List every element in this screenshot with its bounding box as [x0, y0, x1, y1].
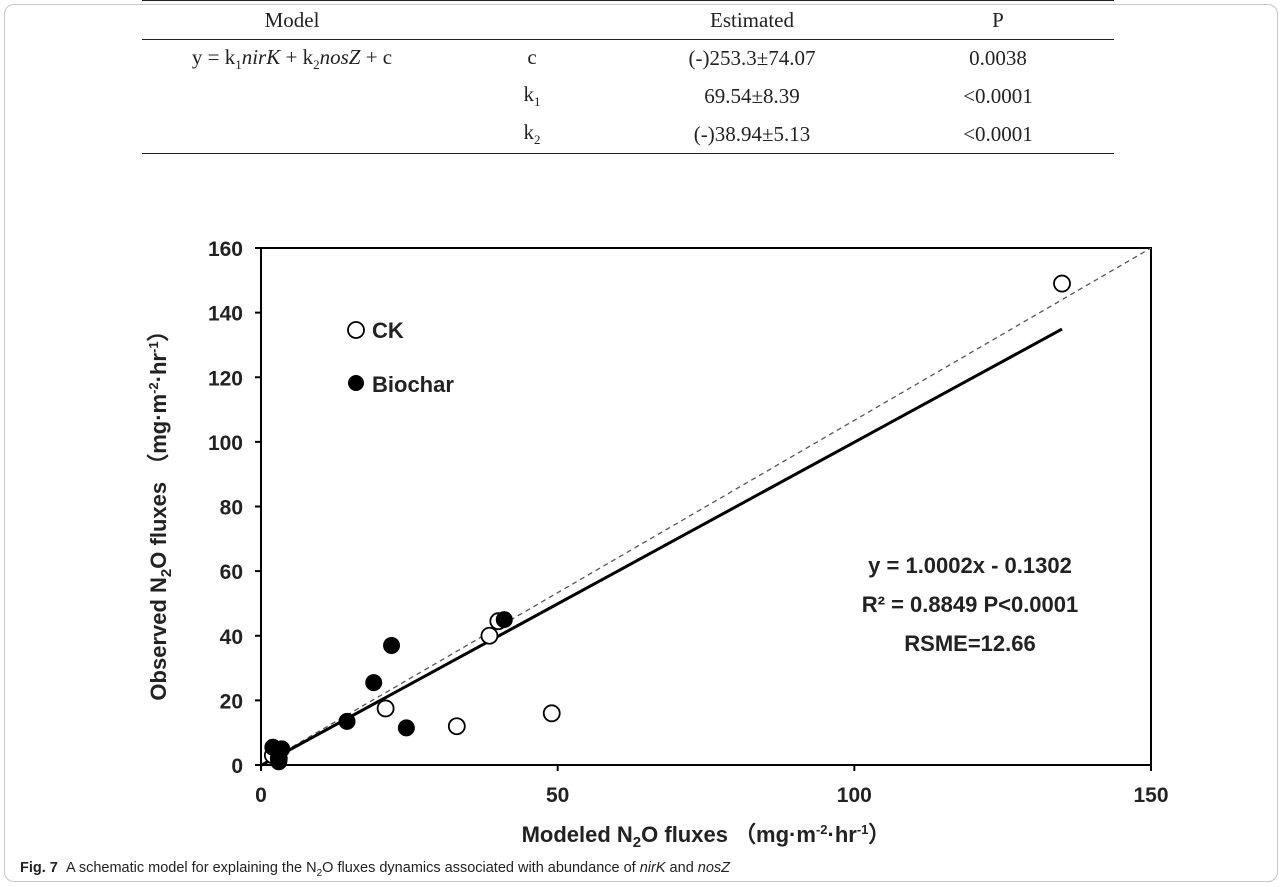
r-squared-label: R² = 0.8849 P<0.0001 — [862, 592, 1079, 617]
param-cell: k2 — [523, 120, 541, 148]
p-value-cell: <0.0001 — [963, 84, 1033, 108]
y-tick-label: 160 — [208, 238, 243, 261]
ck-point — [542, 704, 561, 723]
header-model: Model — [264, 7, 320, 32]
table-row: k1 69.54±8.39 <0.0001 — [142, 78, 1114, 116]
header-p: P — [992, 7, 1004, 32]
scatter-chart: 0 50 100 150 0 20 40 60 80 100 120 140 160 Modeled N… — [146, 238, 1169, 851]
legend-ck-label: CK — [372, 318, 404, 343]
model-table: Model Estimated P y = k1nirK + k2nosZ + … — [142, 0, 1114, 154]
x-tick-label: 50 — [546, 784, 569, 807]
ck-point — [447, 717, 466, 736]
p-value-cell: 0.0038 — [969, 46, 1027, 71]
reference-line — [260, 247, 1152, 766]
table-row: y = k1nirK + k2nosZ + c c (-)253.3±74.07… — [142, 40, 1114, 78]
figure-frame — [4, 4, 1278, 882]
reference-line-group — [260, 247, 1152, 766]
y-tick-label: 40 — [220, 626, 243, 649]
legend-ck-marker — [347, 321, 365, 339]
figure-caption: Fig. 7 A schematic model for explaining … — [20, 860, 731, 879]
x-tick-label: 0 — [255, 784, 267, 807]
biochar-point — [397, 719, 415, 737]
x-tick-label: 100 — [837, 784, 872, 807]
axis-ticks: 0 50 100 150 0 20 40 60 80 100 120 140 160 — [208, 238, 1169, 807]
biochar-point — [383, 636, 401, 654]
y-tick-label: 100 — [208, 432, 243, 455]
y-tick-label: 80 — [220, 497, 243, 520]
param-cell: c — [527, 44, 537, 69]
table-header-row: Model Estimated P — [142, 0, 1114, 40]
header-estimated: Estimated — [710, 7, 794, 32]
y-tick-label: 60 — [220, 561, 243, 584]
equation-label: y = 1.0002x - 0.1302 — [868, 553, 1072, 578]
estimated-cell: (-)38.94±5.13 — [693, 121, 811, 146]
rsme-label: RSME=12.66 — [904, 631, 1035, 656]
fit-line-group — [260, 327, 1063, 767]
y-tick-label: 20 — [220, 690, 243, 713]
p-value-cell: <0.0001 — [963, 121, 1033, 146]
biochar-point — [495, 611, 513, 629]
ck-point — [376, 699, 395, 718]
data-points — [263, 274, 1071, 771]
x-tick-label: 150 — [1133, 784, 1168, 807]
ck-point — [1053, 274, 1071, 293]
regression-annotations: y = 1.0002x - 0.1302 R² = 0.8849 P<0.000… — [862, 553, 1079, 656]
y-tick-label: 0 — [231, 755, 243, 778]
ck-point — [480, 626, 499, 645]
fit-line — [260, 327, 1063, 767]
legend: CK Biochar — [347, 318, 454, 397]
legend-biochar-marker — [348, 375, 364, 391]
x-axis-label: Modeled N2O fluxes （mg·m-2·hr-1） — [522, 822, 891, 851]
biochar-point — [365, 674, 383, 692]
biochar-point — [273, 740, 291, 758]
estimated-cell: 69.54±8.39 — [704, 84, 800, 108]
param-cell: k1 — [523, 82, 541, 110]
y-tick-label: 140 — [208, 303, 243, 326]
y-tick-label: 120 — [208, 367, 243, 390]
legend-biochar-label: Biochar — [372, 372, 454, 397]
y-axis-label: Observed N2O fluxes （mg·m-2·hr-1） — [146, 319, 175, 700]
biochar-point — [338, 712, 356, 730]
model-formula: y = k1nirK + k2nosZ + c — [191, 44, 393, 72]
table-row: k2 (-)38.94±5.13 <0.0001 — [142, 116, 1114, 154]
estimated-cell: (-)253.3±74.07 — [688, 46, 816, 71]
